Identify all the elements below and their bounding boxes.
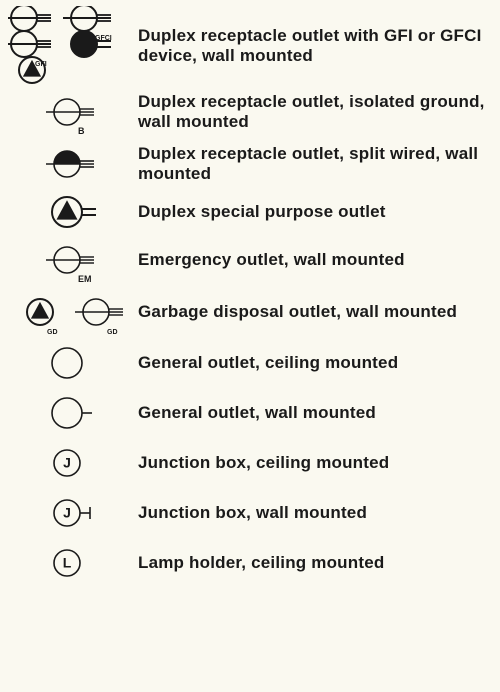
symbol-junction-ceiling: J — [8, 438, 138, 488]
description-duplex-isolated: Duplex receptacle outlet, isolated groun… — [138, 92, 492, 131]
svg-text:GD: GD — [47, 329, 58, 336]
symbol-duplex-gfci: GFCIGFIGFCI — [8, 6, 138, 86]
svg-text:GD: GD — [107, 329, 118, 336]
legend-row-emergency: EM Emergency outlet, wall mounted — [8, 234, 492, 286]
svg-text:B: B — [78, 126, 85, 136]
description-junction-ceiling: Junction box, ceiling mounted — [138, 453, 492, 473]
description-junction-wall: Junction box, wall mounted — [138, 503, 492, 523]
svg-text:J: J — [63, 455, 71, 471]
svg-text:J: J — [63, 505, 71, 521]
legend-row-duplex-gfci: GFCIGFIGFCIDuplex receptacle outlet with… — [8, 6, 492, 86]
symbol-emergency: EM — [8, 234, 138, 286]
description-duplex-gfci: Duplex receptacle outlet with GFI or GFC… — [138, 26, 492, 65]
symbol-duplex-isolated: B — [8, 86, 138, 138]
description-general-ceiling: General outlet, ceiling mounted — [138, 353, 492, 373]
symbol-general-wall — [8, 388, 138, 438]
legend-row-duplex-isolated: B Duplex receptacle outlet, isolated grou… — [8, 86, 492, 138]
symbol-junction-wall: J — [8, 488, 138, 538]
legend-row-junction-wall: J Junction box, wall mounted — [8, 488, 492, 538]
symbol-general-ceiling — [8, 338, 138, 388]
legend-row-duplex-special: Duplex special purpose outlet — [8, 190, 492, 234]
legend-row-garbage-disposal: GD GD Garbage disposal outlet, wall mounte… — [8, 286, 492, 338]
description-garbage-disposal: Garbage disposal outlet, wall mounted — [138, 302, 492, 322]
description-emergency: Emergency outlet, wall mounted — [138, 250, 492, 270]
legend-row-junction-ceiling: J Junction box, ceiling mounted — [8, 438, 492, 488]
description-lamp-holder: Lamp holder, ceiling mounted — [138, 553, 492, 573]
description-duplex-special: Duplex special purpose outlet — [138, 202, 492, 222]
symbol-lamp-holder: L — [8, 538, 138, 588]
symbol-duplex-split — [8, 138, 138, 190]
description-general-wall: General outlet, wall mounted — [138, 403, 492, 423]
svg-text:EM: EM — [78, 274, 92, 284]
description-duplex-split: Duplex receptacle outlet, split wired, w… — [138, 144, 492, 183]
legend-row-general-ceiling: General outlet, ceiling mounted — [8, 338, 492, 388]
legend-row-duplex-split: Duplex receptacle outlet, split wired, w… — [8, 138, 492, 190]
svg-text:L: L — [63, 555, 72, 571]
symbol-duplex-special — [8, 190, 138, 234]
symbol-garbage-disposal: GD GD — [8, 286, 138, 338]
legend-row-lamp-holder: L Lamp holder, ceiling mounted — [8, 538, 492, 588]
legend-row-general-wall: General outlet, wall mounted — [8, 388, 492, 438]
